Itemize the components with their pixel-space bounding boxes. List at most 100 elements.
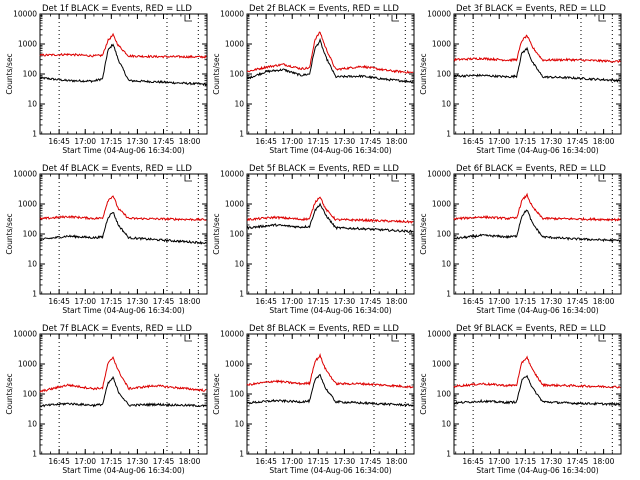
y-tick-label: 10 <box>441 100 451 109</box>
x-tick-label: 17:15 <box>308 297 330 306</box>
legend-mark <box>184 15 192 22</box>
series-lld-line <box>453 355 621 389</box>
series-lld-line <box>246 31 414 74</box>
y-axis-label: Counts/sec <box>5 53 14 94</box>
y-tick-label: 1 <box>32 130 37 139</box>
x-tick-label: 18:00 <box>386 137 408 146</box>
x-axis-label: Start Time (04-Aug-06 16:34:00) <box>476 146 598 155</box>
y-axis-label: Counts/sec <box>212 53 221 94</box>
x-tick-label: 17:00 <box>74 457 96 466</box>
y-tick-label: 10 <box>27 420 37 429</box>
panel-det-1: Det 1f BLACK = Events, RED = LLD 1 10 100 10… <box>5 4 208 155</box>
series-events-line <box>246 373 414 408</box>
legend-mark <box>598 175 606 182</box>
legend-mark <box>598 15 606 22</box>
x-tick-label: 17:30 <box>127 457 149 466</box>
series-events-line <box>453 209 621 243</box>
x-tick-label: 17:15 <box>101 137 123 146</box>
y-tick-label: 1000 <box>18 200 37 209</box>
legend-mark <box>391 15 399 22</box>
x-tick-label: 17:45 <box>153 297 175 306</box>
x-tick-label: 16:45 <box>462 297 484 306</box>
y-axis-label: Counts/sec <box>419 213 428 254</box>
x-axis-label: Start Time (04-Aug-06 16:34:00) <box>62 306 184 315</box>
series-events-line <box>39 212 207 245</box>
x-tick-label: 17:00 <box>488 137 510 146</box>
x-tick-label: 17:00 <box>488 457 510 466</box>
y-tick-label: 10000 <box>220 170 244 179</box>
y-tick-label: 1000 <box>18 40 37 49</box>
x-tick-label: 17:00 <box>74 137 96 146</box>
y-tick-label: 1 <box>32 450 37 459</box>
y-tick-label: 100 <box>437 70 452 79</box>
y-tick-label: 1000 <box>225 200 244 209</box>
panel-title: Det 2f BLACK = Events, RED = LLD <box>249 4 399 14</box>
y-tick-label: 100 <box>437 230 452 239</box>
panel-det-4: Det 4f BLACK = Events, RED = LLD 1 10 100 10… <box>5 164 208 315</box>
y-tick-label: 1000 <box>432 40 451 49</box>
y-tick-label: 1 <box>239 130 244 139</box>
y-tick-label: 1000 <box>225 360 244 369</box>
legend-mark <box>184 175 192 182</box>
y-tick-label: 10000 <box>13 330 37 339</box>
panel-det-9: Det 9f BLACK = Events, RED = LLD 1 10 100 10… <box>419 324 622 475</box>
y-tick-label: 1000 <box>432 200 451 209</box>
panel-title: Det 4f BLACK = Events, RED = LLD <box>42 164 192 174</box>
series-lld-line <box>246 352 414 389</box>
x-tick-label: 17:45 <box>567 137 589 146</box>
y-tick-label: 10000 <box>427 330 451 339</box>
x-tick-label: 18:00 <box>386 297 408 306</box>
series-lld-line <box>39 32 207 59</box>
legend-mark <box>598 335 606 342</box>
panel-det-2: Det 2f BLACK = Events, RED = LLD 1 10 100 10… <box>212 4 415 155</box>
x-axis-label: Start Time (04-Aug-06 16:34:00) <box>269 466 391 475</box>
series-events-line <box>246 37 414 84</box>
x-tick-label: 17:15 <box>308 137 330 146</box>
y-tick-label: 10000 <box>13 10 37 19</box>
panel-title: Det 9f BLACK = Events, RED = LLD <box>456 324 606 334</box>
y-tick-label: 10000 <box>427 170 451 179</box>
y-tick-label: 100 <box>230 390 245 399</box>
y-tick-label: 10000 <box>220 330 244 339</box>
y-tick-label: 100 <box>23 230 38 239</box>
x-tick-label: 16:45 <box>48 137 70 146</box>
y-axis-label: Counts/sec <box>212 373 221 414</box>
legend-mark <box>184 335 192 342</box>
x-tick-label: 18:00 <box>179 457 201 466</box>
x-tick-label: 17:15 <box>101 297 123 306</box>
series-events-line <box>39 43 207 87</box>
y-tick-label: 10 <box>441 260 451 269</box>
x-axis-label: Start Time (04-Aug-06 16:34:00) <box>62 466 184 475</box>
x-axis-label: Start Time (04-Aug-06 16:34:00) <box>476 466 598 475</box>
y-axis-label: Counts/sec <box>5 373 14 414</box>
x-tick-label: 17:00 <box>281 137 303 146</box>
y-tick-label: 100 <box>437 390 452 399</box>
y-tick-label: 1000 <box>432 360 451 369</box>
y-axis-label: Counts/sec <box>5 213 14 254</box>
panel-det-7: Det 7f BLACK = Events, RED = LLD 1 10 100 10… <box>5 324 208 475</box>
x-tick-label: 17:15 <box>308 457 330 466</box>
x-tick-label: 17:15 <box>515 457 537 466</box>
series-events-line <box>246 202 414 234</box>
series-lld-line <box>39 195 207 222</box>
x-tick-label: 17:00 <box>281 457 303 466</box>
x-tick-label: 17:30 <box>541 297 563 306</box>
y-tick-label: 10000 <box>220 10 244 19</box>
series-events-line <box>39 375 207 408</box>
panel-det-6: Det 6f BLACK = Events, RED = LLD 1 10 100 10… <box>419 164 622 315</box>
panel-det-3: Det 3f BLACK = Events, RED = LLD 1 10 100 10… <box>419 4 622 155</box>
panel-det-5: Det 5f BLACK = Events, RED = LLD 1 10 100 10… <box>212 164 415 315</box>
y-tick-label: 1 <box>446 290 451 299</box>
y-tick-label: 10 <box>441 420 451 429</box>
plot-frame <box>453 13 622 135</box>
x-tick-label: 17:45 <box>360 137 382 146</box>
series-lld-line <box>246 196 414 224</box>
x-tick-label: 17:00 <box>74 297 96 306</box>
x-tick-label: 16:45 <box>48 297 70 306</box>
y-tick-label: 10000 <box>13 170 37 179</box>
series-lld-line <box>453 34 621 64</box>
y-tick-label: 1 <box>32 290 37 299</box>
y-tick-label: 1 <box>239 450 244 459</box>
x-tick-label: 16:45 <box>462 137 484 146</box>
